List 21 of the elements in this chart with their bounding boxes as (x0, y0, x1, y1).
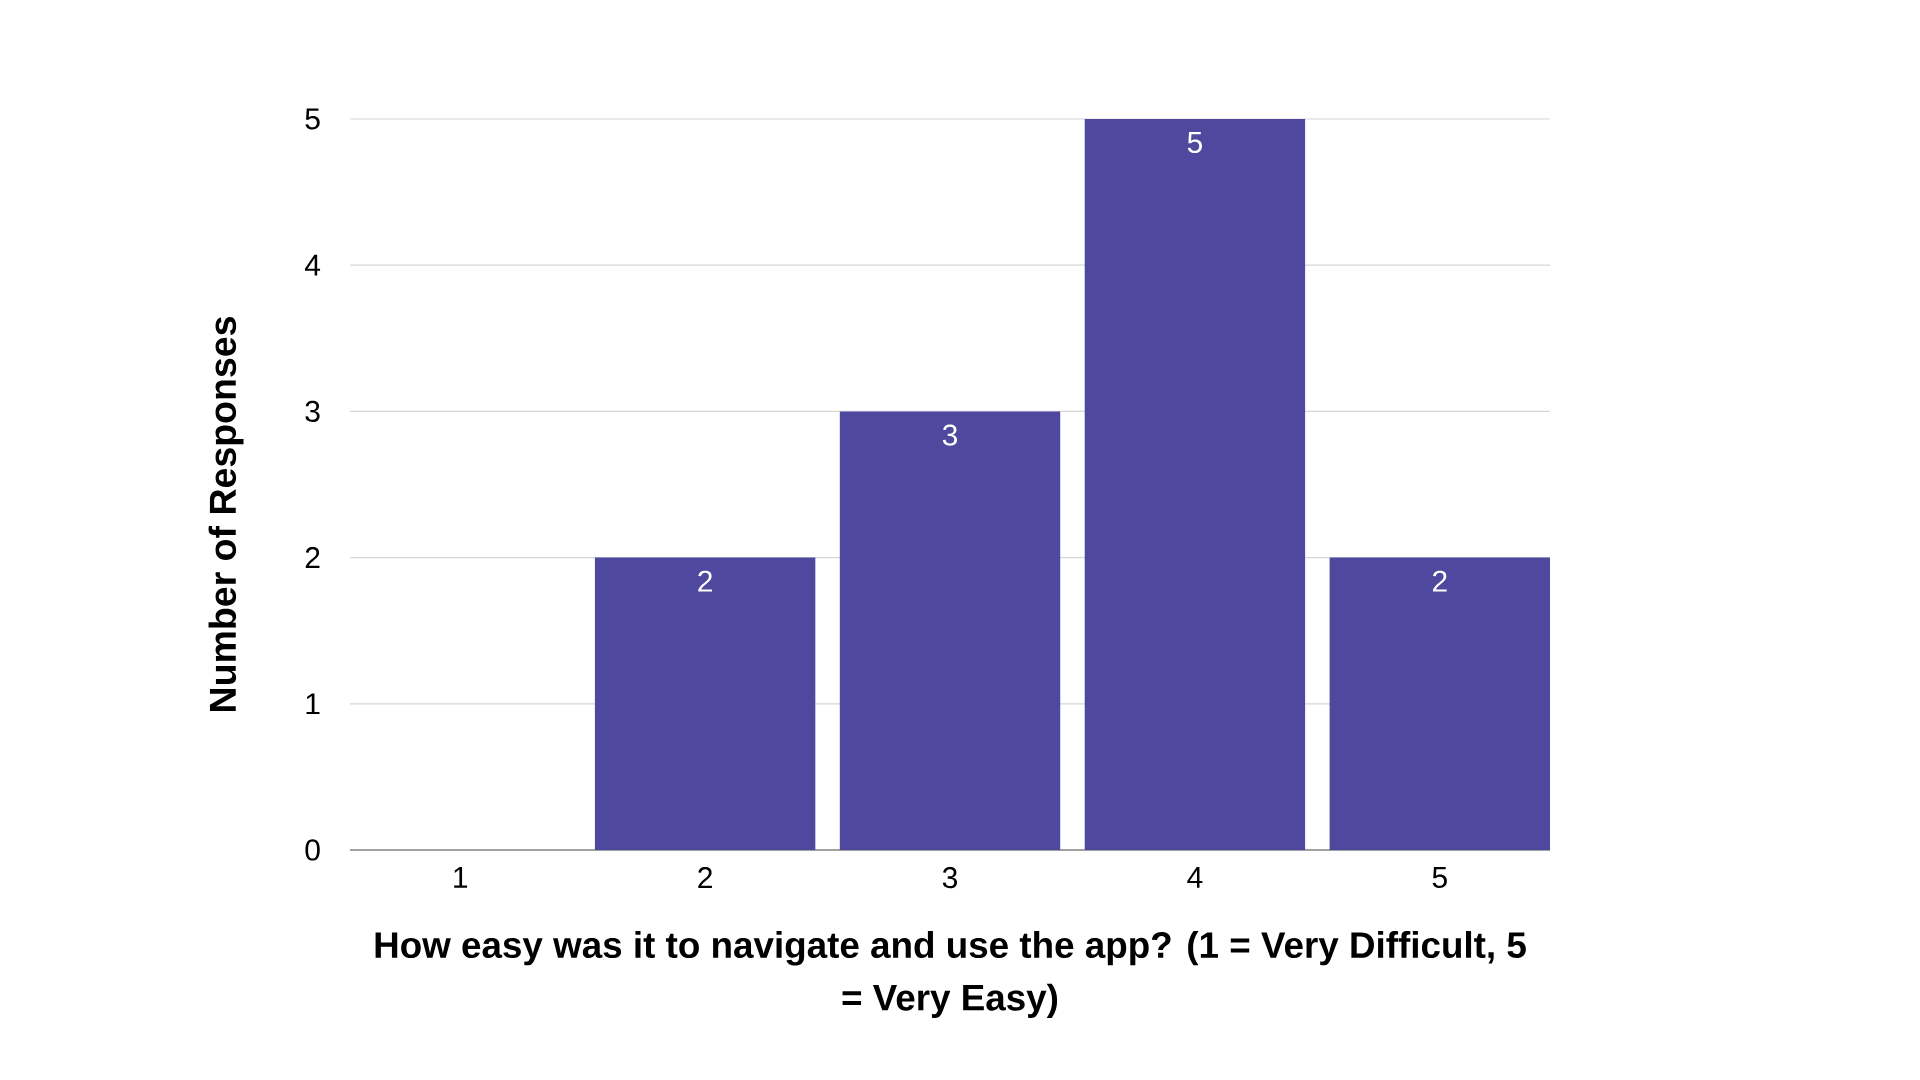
bar (839, 411, 1061, 850)
y-axis-title: Number of Responses (208, 317, 244, 711)
bar (1329, 557, 1551, 850)
y-tick-label: 2 (305, 547, 320, 569)
x-tick-label: 1 (454, 867, 468, 888)
data-label: 3 (942, 424, 958, 446)
x-tick-label: 3 (942, 867, 958, 889)
x-axis-title: How easy was it to navigate and use the app? (1 = Very Difficult, 5 = Very Easy) (375, 931, 1526, 1018)
x-tick-label: 5 (1432, 867, 1447, 888)
data-label: 5 (1187, 132, 1202, 153)
y-tick-label: 1 (306, 693, 320, 715)
x-tick-label: 4 (1187, 867, 1203, 888)
y-tick-label: 3 (305, 400, 320, 422)
bar (1084, 119, 1306, 850)
y-tick-label: 4 (304, 254, 321, 276)
bar (594, 557, 816, 850)
data-label: 2 (698, 570, 712, 592)
x-tick-label: 2 (698, 867, 712, 888)
y-tick-label: 0 (305, 839, 320, 861)
y-tick-label: 5 (305, 108, 320, 130)
data-label: 2 (1432, 570, 1447, 592)
